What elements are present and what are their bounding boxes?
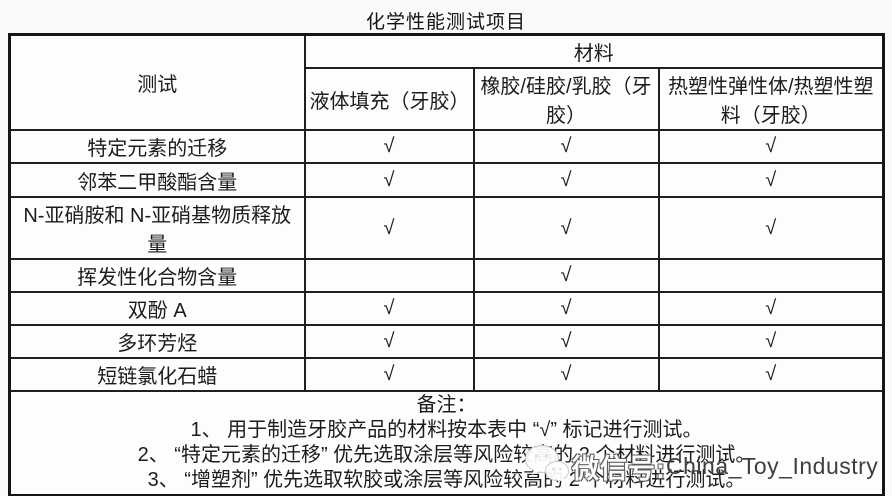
header-test-cell: 测试 — [8, 33, 306, 131]
test-name-cell: 多环芳烃 — [8, 324, 306, 359]
check-cell: √ — [303, 324, 475, 359]
test-name-cell: 特定元素的迁移 — [8, 129, 306, 164]
test-name-cell: 短链氯化石蜡 — [8, 357, 306, 392]
header-row-material-types: 液体填充（牙胶） 橡胶/硅胶/乳胶（牙胶） 热塑性弹性体/热塑性塑料（牙胶） — [10, 67, 885, 131]
watermark: 微信号: China_Toy_Industry — [524, 442, 878, 491]
check-cell: √ — [303, 129, 475, 164]
check-cell: √ — [657, 196, 885, 260]
check-cell: √ — [303, 357, 475, 392]
check-cell: √ — [657, 291, 885, 326]
check-cell: √ — [303, 162, 475, 198]
notes-row: 备注： 1、 用于制造牙胶产品的材料按本表中 “√” 标记进行测试。 2、 “特… — [8, 390, 885, 496]
notes-cell: 备注： 1、 用于制造牙胶产品的材料按本表中 “√” 标记进行测试。 2、 “特… — [8, 390, 885, 496]
test-name-cell: 双酚 A — [8, 291, 306, 326]
check-cell: √ — [472, 162, 660, 198]
chemical-test-table: 测试 材料 液体填充（牙胶） 橡胶/硅胶/乳胶（牙胶） 热塑性弹性体/热塑性塑料… — [8, 33, 886, 496]
check-cell: √ — [472, 357, 660, 392]
watermark-account: China_Toy_Industry — [666, 453, 879, 479]
material-column-header-rubber: 橡胶/硅胶/乳胶（牙胶） — [472, 67, 660, 131]
wechat-icon — [524, 442, 570, 491]
table-row: 挥发性化合物含量 √ — [8, 258, 885, 293]
test-name-cell: 邻苯二甲酸酯含量 — [8, 162, 306, 198]
material-column-header-thermoplastic: 热塑性弹性体/热塑性塑料（牙胶） — [657, 67, 885, 131]
page-title: 化学性能测试项目 — [365, 12, 526, 33]
check-cell — [657, 258, 885, 293]
check-cell: √ — [657, 162, 885, 198]
header-row-material: 测试 材料 — [8, 33, 885, 131]
table-row: 短链氯化石蜡 √ √ √ — [8, 357, 885, 392]
note-item: 3、 “增塑剂” 优先选取软胶或涂层等风险较高的 2 个材料进行测试。 — [147, 469, 746, 491]
check-cell — [303, 258, 475, 293]
check-cell: √ — [472, 324, 660, 359]
note-item: 2、 “特定元素的迁移” 优先选取涂层等风险较高的 2 个材料进行测试。 — [137, 444, 756, 466]
check-cell: √ — [472, 291, 660, 326]
check-cell: √ — [657, 357, 885, 392]
material-column-header-liquid: 液体填充（牙胶） — [303, 67, 475, 131]
note-item: 1、 用于制造牙胶产品的材料按本表中 “√” 标记进行测试。 — [190, 419, 703, 441]
check-cell: √ — [472, 196, 660, 260]
test-name-cell: 挥发性化合物含量 — [8, 258, 306, 293]
header-material-cell: 材料 — [303, 33, 885, 69]
check-cell: √ — [657, 129, 885, 164]
check-cell: √ — [472, 258, 660, 293]
check-cell: √ — [657, 324, 885, 359]
table-row: 多环芳烃 √ √ √ — [8, 324, 885, 359]
watermark-wechat-label: 微信号: — [572, 454, 666, 484]
table-row: 邻苯二甲酸酯含量 √ √ √ — [8, 162, 885, 198]
check-cell: √ — [472, 129, 660, 164]
check-cell: √ — [303, 196, 475, 260]
check-cell: √ — [303, 291, 475, 326]
notes-heading: 备注： — [416, 394, 477, 416]
table-row: N-亚硝胺和 N-亚硝基物质释放量 √ √ √ — [8, 196, 885, 260]
test-name-cell: N-亚硝胺和 N-亚硝基物质释放量 — [8, 196, 306, 260]
table-row: 双酚 A √ √ √ — [8, 291, 885, 326]
table-row: 特定元素的迁移 √ √ √ — [8, 129, 885, 164]
